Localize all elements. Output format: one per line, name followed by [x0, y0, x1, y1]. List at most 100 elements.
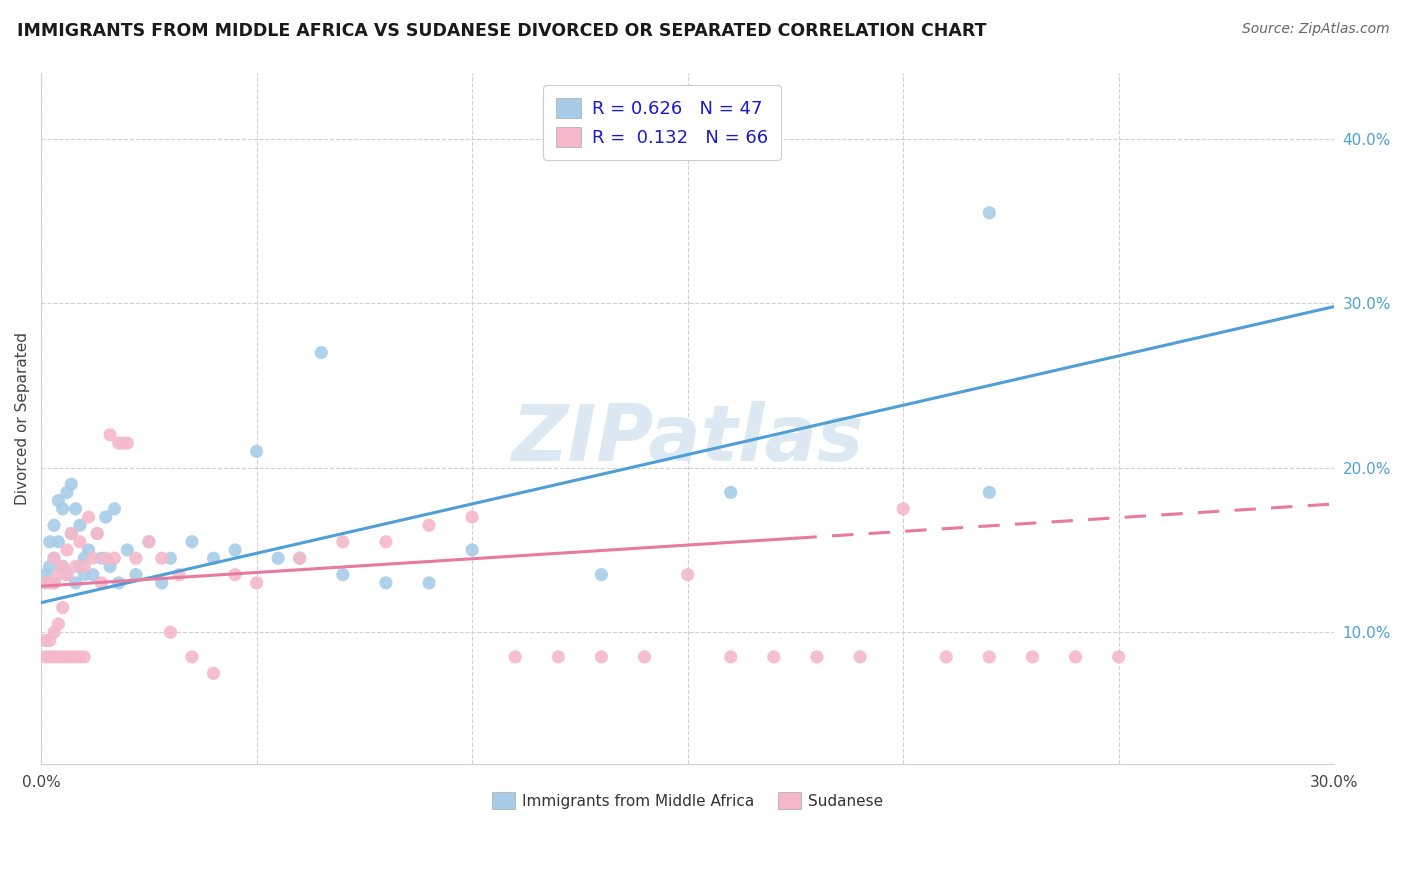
- Point: [806, 649, 828, 664]
- Point: [159, 625, 181, 640]
- Point: [288, 551, 311, 566]
- Point: [202, 666, 225, 681]
- Point: [117, 543, 139, 558]
- Point: [77, 543, 100, 558]
- Text: Source: ZipAtlas.com: Source: ZipAtlas.com: [1241, 22, 1389, 37]
- Point: [125, 567, 148, 582]
- Point: [332, 534, 354, 549]
- Point: [762, 649, 785, 664]
- Point: [138, 534, 160, 549]
- Point: [34, 649, 56, 664]
- Point: [34, 575, 56, 590]
- Point: [52, 559, 75, 574]
- Point: [90, 575, 112, 590]
- Point: [633, 649, 655, 664]
- Point: [34, 567, 56, 582]
- Point: [42, 575, 65, 590]
- Point: [65, 575, 87, 590]
- Point: [69, 534, 91, 549]
- Point: [73, 559, 96, 574]
- Point: [60, 649, 83, 664]
- Point: [86, 526, 108, 541]
- Point: [69, 559, 91, 574]
- Point: [48, 534, 70, 549]
- Point: [374, 534, 396, 549]
- Point: [42, 551, 65, 566]
- Point: [979, 485, 1001, 500]
- Point: [288, 551, 311, 566]
- Point: [979, 206, 1001, 220]
- Point: [1108, 649, 1130, 664]
- Point: [56, 567, 79, 582]
- Point: [48, 649, 70, 664]
- Point: [34, 633, 56, 648]
- Point: [103, 551, 125, 566]
- Point: [98, 559, 121, 574]
- Point: [38, 534, 60, 549]
- Point: [979, 649, 1001, 664]
- Point: [82, 551, 104, 566]
- Point: [56, 567, 79, 582]
- Point: [60, 526, 83, 541]
- Point: [48, 493, 70, 508]
- Point: [224, 543, 246, 558]
- Y-axis label: Divorced or Separated: Divorced or Separated: [15, 332, 30, 505]
- Point: [418, 575, 440, 590]
- Point: [42, 625, 65, 640]
- Point: [374, 575, 396, 590]
- Point: [107, 436, 129, 450]
- Point: [125, 551, 148, 566]
- Point: [720, 649, 742, 664]
- Point: [82, 567, 104, 582]
- Legend: Immigrants from Middle Africa, Sudanese: Immigrants from Middle Africa, Sudanese: [486, 786, 890, 815]
- Point: [94, 510, 117, 524]
- Point: [94, 551, 117, 566]
- Point: [591, 649, 613, 664]
- Point: [111, 436, 134, 450]
- Point: [56, 543, 79, 558]
- Point: [56, 485, 79, 500]
- Point: [103, 501, 125, 516]
- Point: [461, 543, 484, 558]
- Point: [1021, 649, 1043, 664]
- Point: [267, 551, 290, 566]
- Point: [107, 575, 129, 590]
- Point: [38, 633, 60, 648]
- Point: [60, 526, 83, 541]
- Point: [90, 551, 112, 566]
- Point: [38, 649, 60, 664]
- Point: [150, 575, 173, 590]
- Point: [69, 518, 91, 533]
- Point: [246, 444, 269, 458]
- Point: [73, 649, 96, 664]
- Point: [77, 510, 100, 524]
- Point: [159, 551, 181, 566]
- Point: [73, 551, 96, 566]
- Point: [42, 575, 65, 590]
- Point: [48, 617, 70, 632]
- Point: [181, 649, 204, 664]
- Text: IMMIGRANTS FROM MIDDLE AFRICA VS SUDANESE DIVORCED OR SEPARATED CORRELATION CHAR: IMMIGRANTS FROM MIDDLE AFRICA VS SUDANES…: [17, 22, 987, 40]
- Point: [202, 551, 225, 566]
- Point: [418, 518, 440, 533]
- Point: [38, 575, 60, 590]
- Point: [60, 477, 83, 491]
- Point: [332, 567, 354, 582]
- Point: [224, 567, 246, 582]
- Point: [461, 510, 484, 524]
- Point: [246, 575, 269, 590]
- Point: [935, 649, 957, 664]
- Point: [1064, 649, 1087, 664]
- Point: [65, 649, 87, 664]
- Point: [52, 501, 75, 516]
- Point: [48, 567, 70, 582]
- Text: ZIPatlas: ZIPatlas: [512, 401, 863, 477]
- Point: [42, 551, 65, 566]
- Point: [150, 551, 173, 566]
- Point: [591, 567, 613, 582]
- Point: [167, 567, 190, 582]
- Point: [73, 567, 96, 582]
- Point: [69, 649, 91, 664]
- Point: [38, 559, 60, 574]
- Point: [52, 600, 75, 615]
